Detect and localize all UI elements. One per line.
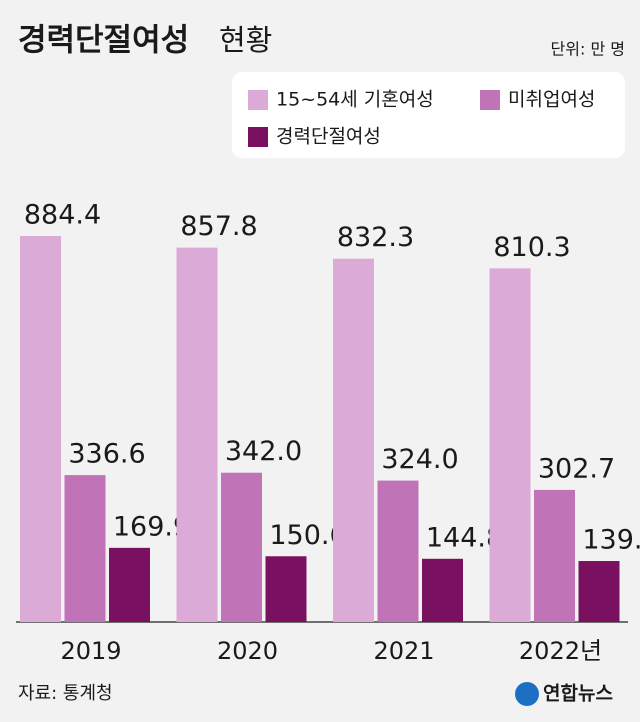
bar: [377, 480, 419, 622]
x-tick-label: 2022년: [519, 637, 602, 665]
value-label: 336.6: [68, 439, 145, 470]
bar: [265, 556, 307, 622]
x-tick-label: 2020: [217, 637, 278, 665]
bar: [422, 558, 463, 622]
legend-label: 15~54세 기혼여성: [276, 89, 434, 111]
bar: [109, 547, 150, 622]
x-tick-label: 2021: [373, 637, 434, 665]
unit-label: 단위: 만 명: [551, 40, 625, 59]
value-label: 324.0: [381, 444, 458, 475]
legend-label: 미취업여성: [508, 89, 595, 111]
bar: [333, 258, 374, 622]
value-label: 342.0: [225, 436, 302, 467]
chart-title: 경력단절여성: [18, 23, 189, 59]
x-tick-label: 2019: [60, 637, 121, 665]
legend-swatch: [480, 90, 500, 110]
logo: 연합뉴스: [543, 683, 613, 705]
value-label: 832.3: [337, 222, 414, 253]
value-label: 884.4: [24, 200, 101, 231]
value-label: 857.8: [180, 211, 257, 242]
legend-label: 경력단절여성: [276, 126, 381, 148]
legend-swatch: [248, 90, 268, 110]
chart-subtitle: 현황: [219, 23, 272, 57]
value-label: 810.3: [493, 232, 570, 263]
bar: [534, 489, 575, 622]
value-label: 302.7: [538, 453, 615, 484]
source: 자료: 통계청: [18, 683, 113, 704]
bar: [20, 236, 61, 622]
bar: [221, 472, 262, 622]
legend-swatch: [248, 127, 268, 147]
bar: [176, 247, 218, 622]
value-label: 139.7: [582, 525, 640, 556]
bar: [64, 475, 106, 622]
logo-mark: [515, 682, 539, 706]
bar: [578, 561, 620, 622]
legend-box: [232, 72, 625, 158]
bar: [489, 268, 531, 622]
